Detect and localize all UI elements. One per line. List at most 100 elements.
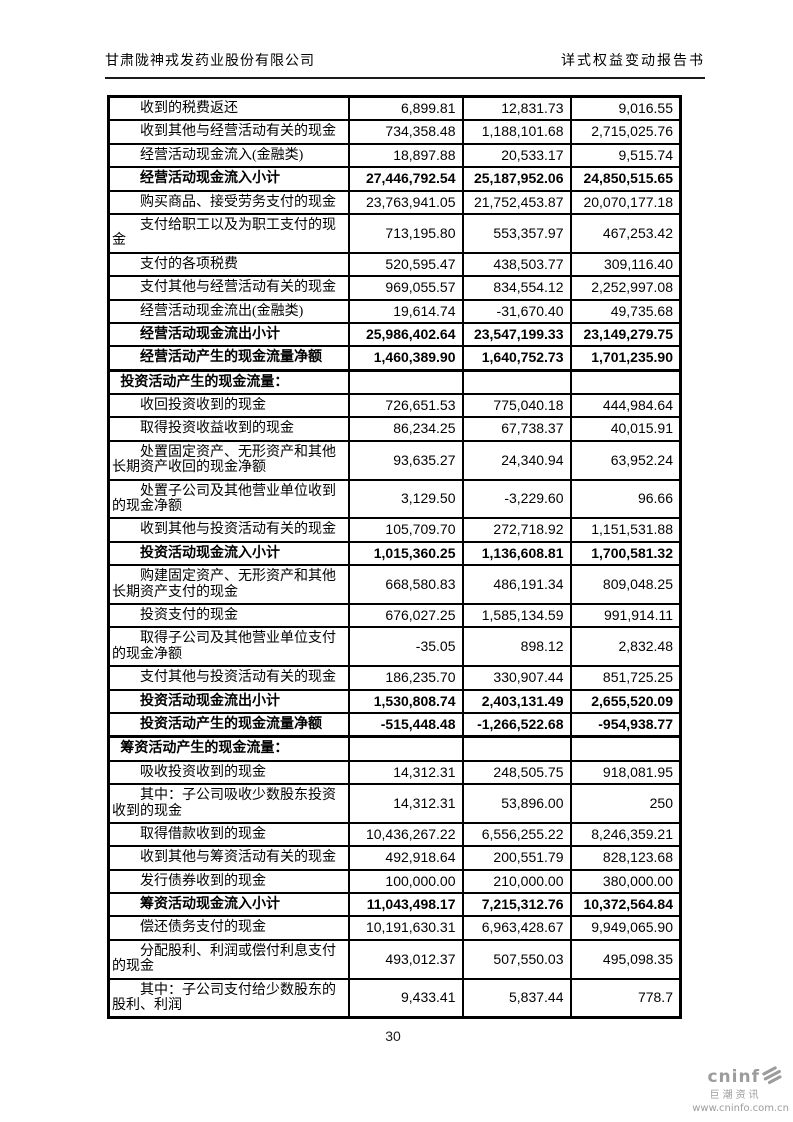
row-label: 支付给职工以及为职工支付的现金 — [107, 212, 350, 254]
table-row: 支付其他与投资活动有关的现金 186,235.70 330,907.44 851,72… — [107, 665, 682, 691]
row-value: 10,436,267.22 — [347, 821, 464, 848]
row-label: 吸收投资收到的现金 — [107, 759, 350, 786]
row-value: 553,357.97 — [461, 212, 572, 254]
row-value: 2,832.48 — [569, 626, 682, 668]
row-label: 取得子公司及其他营业单位支付的现金净额 — [107, 626, 350, 668]
cninfo-brand-text: cninf — [707, 1067, 760, 1088]
row-value: 21,752,453.87 — [461, 189, 572, 215]
table-row: 支付给职工以及为职工支付的现金 713,195.80 553,357.97 467,2… — [107, 212, 682, 254]
row-value: 210,000.00 — [461, 868, 572, 895]
row-value: 25,986,402.64 — [347, 321, 464, 348]
row-value: 1,136,608.81 — [461, 540, 572, 567]
row-value: 778.7 — [569, 977, 682, 1019]
row-value: 9,515.74 — [569, 142, 682, 169]
row-value: 86,234.25 — [347, 416, 464, 442]
row-value: -35.05 — [347, 626, 464, 668]
row-value: 63,952.24 — [569, 439, 682, 481]
row-value — [461, 735, 572, 762]
row-label: 购建固定资产、无形资产和其他长期资产支付的现金 — [107, 564, 350, 605]
row-label: 经营活动产生的现金流量净额 — [107, 345, 350, 372]
row-value: 8,246,359.21 — [569, 821, 682, 848]
row-value: 713,195.80 — [347, 212, 464, 254]
row-value: 23,547,199.33 — [461, 321, 572, 348]
row-value: 726,651.53 — [347, 393, 464, 419]
row-value: 2,252,997.08 — [569, 275, 682, 301]
row-value: 12,831.73 — [461, 95, 572, 122]
row-value: 495,098.35 — [569, 938, 682, 980]
row-value: 3,129.50 — [347, 478, 464, 520]
row-value: 330,907.44 — [461, 665, 572, 691]
table-row: 收到其他与投资活动有关的现金 105,709.70 272,718.92 1,151,… — [107, 517, 682, 543]
page-header: 甘肃陇神戎发药业股份有限公司 详式权益变动报告书 — [105, 50, 705, 79]
table-row: 收到的税费返还 6,899.81 12,831.73 9,016.55 — [107, 95, 682, 122]
row-value: 898.12 — [461, 626, 572, 668]
row-value: 27,446,792.54 — [347, 166, 464, 192]
row-label: 处置固定资产、无形资产和其他长期资产收回的现金净额 — [107, 439, 350, 481]
row-label: 购买商品、接受劳务支付的现金 — [107, 189, 350, 215]
row-label: 收回投资收到的现金 — [107, 393, 350, 419]
row-value: 1,585,134.59 — [461, 602, 572, 629]
row-value: 23,149,279.75 — [569, 321, 682, 348]
row-value: 309,116.40 — [569, 251, 682, 278]
row-value: 14,312.31 — [347, 783, 464, 824]
row-value: 438,503.77 — [461, 251, 572, 278]
table-row: 偿还债务支付的现金 10,191,630.31 6,963,428.67 9,949,… — [107, 915, 682, 941]
row-value: 2,403,131.49 — [461, 688, 572, 714]
row-value: 9,949,065.90 — [569, 915, 682, 941]
table-row: 处置固定资产、无形资产和其他长期资产收回的现金净额 93,635.27 24,340… — [107, 439, 682, 481]
row-label: 投资活动现金流入小计 — [107, 540, 350, 567]
row-value: 20,533.17 — [461, 142, 572, 169]
table-row: 收回投资收到的现金 726,651.53 775,040.18 444,984.64 — [107, 393, 682, 419]
row-value: 93,635.27 — [347, 439, 464, 481]
cninfo-logo: cninf 巨潮资讯 www.cninfo.com.cn — [692, 1066, 789, 1114]
header-doc-title: 详式权益变动报告书 — [561, 54, 705, 69]
row-value: 1,530,808.74 — [347, 688, 464, 714]
row-label: 其中：子公司吸收少数股东投资收到的现金 — [107, 783, 350, 824]
table-row: 支付其他与经营活动有关的现金 969,055.57 834,554.12 2,252,… — [107, 275, 682, 301]
row-value: 676,027.25 — [347, 602, 464, 629]
page-number: 30 — [385, 1028, 401, 1045]
row-label: 投资活动现金流出小计 — [107, 688, 350, 714]
row-value: 10,191,630.31 — [347, 915, 464, 941]
row-value: 105,709.70 — [347, 517, 464, 543]
table-row: 投资支付的现金 676,027.25 1,585,134.59 991,914.11 — [107, 602, 682, 629]
row-value: 14,312.31 — [347, 759, 464, 786]
table-row: 筹资活动产生的现金流量： — [107, 735, 682, 762]
row-label: 收到的税费返还 — [107, 95, 350, 122]
row-value: 507,550.03 — [461, 938, 572, 980]
table-row: 投资活动产生的现金流量净额 -515,448.48 -1,266,522.68 -95… — [107, 711, 682, 738]
row-label: 经营活动现金流出(金融类) — [107, 298, 350, 324]
header-company-name: 甘肃陇神戎发药业股份有限公司 — [105, 54, 315, 69]
row-value — [347, 368, 464, 396]
row-value: 380,000.00 — [569, 868, 682, 895]
table-row: 处置子公司及其他营业单位收到的现金净额 3,129.50 -3,229.60 96.6… — [107, 478, 682, 520]
cash-flow-table: 收到的税费返还 6,899.81 12,831.73 9,016.55 收到其他与经营活… — [107, 95, 682, 1020]
row-value: 24,340.94 — [461, 439, 572, 481]
row-value: 40,015.91 — [569, 416, 682, 442]
row-value: 272,718.92 — [461, 517, 572, 543]
row-value: -3,229.60 — [461, 478, 572, 520]
row-value: 809,048.25 — [569, 564, 682, 605]
row-value: 49,735.68 — [569, 298, 682, 324]
table-row: 其中：子公司支付给少数股东的股利、利润 9,433.41 5,837.44 778.7 — [107, 977, 682, 1019]
row-label: 经营活动现金流入(金融类) — [107, 142, 350, 169]
table-row: 其中：子公司吸收少数股东投资收到的现金 14,312.31 53,896.00 250 — [107, 783, 682, 824]
row-value: 19,614.74 — [347, 298, 464, 324]
row-label: 取得投资收益收到的现金 — [107, 416, 350, 442]
row-label: 其中：子公司支付给少数股东的股利、利润 — [107, 977, 350, 1019]
row-value: 734,358.48 — [347, 119, 464, 145]
row-value: 186,235.70 — [347, 665, 464, 691]
row-label: 投资支付的现金 — [107, 602, 350, 629]
row-value — [461, 368, 572, 396]
row-value: 5,837.44 — [461, 977, 572, 1019]
row-value: 918,081.95 — [569, 759, 682, 786]
cninfo-website: www.cninfo.com.cn — [692, 1103, 789, 1114]
table-row: 支付的各项税费 520,595.47 438,503.77 309,116.40 — [107, 251, 682, 278]
table-row: 取得投资收益收到的现金 86,234.25 67,738.37 40,015.91 — [107, 416, 682, 442]
row-value: 25,187,952.06 — [461, 166, 572, 192]
row-value: 1,700,581.32 — [569, 540, 682, 567]
row-value: 492,918.64 — [347, 845, 464, 871]
row-value: 486,191.34 — [461, 564, 572, 605]
row-value: -954,938.77 — [569, 711, 682, 738]
row-value: 775,040.18 — [461, 393, 572, 419]
